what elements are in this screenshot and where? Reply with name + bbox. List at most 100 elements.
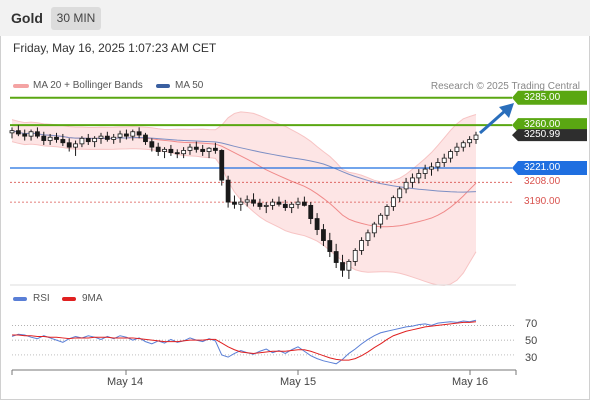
candle-body (200, 148, 206, 152)
candle-body (289, 203, 295, 208)
candle-body (124, 133, 129, 137)
candle-body (136, 131, 142, 136)
level-box-last-price (512, 129, 587, 142)
rsi-legend-label: RSI (33, 293, 50, 304)
candle-body (206, 147, 212, 152)
candle-body (174, 152, 180, 155)
candle-body (359, 240, 364, 251)
candle-body (333, 251, 339, 263)
level-box-3221.00 (512, 161, 587, 176)
candle-body (422, 168, 428, 174)
candle-body (238, 201, 244, 205)
candle-body (244, 199, 250, 203)
candle-body (225, 179, 231, 203)
candle-body (104, 135, 110, 140)
candle-body (448, 151, 453, 159)
candle-body (441, 157, 447, 163)
level-label-3190: 3190.00 (524, 196, 561, 208)
rsi-tick-50: 50 (525, 335, 538, 347)
chart-datetime: Friday, May 16, 2025 1:07:23 AM CET (13, 41, 217, 55)
x-tick-may16: May 16 (452, 376, 489, 388)
candle-body (219, 150, 225, 181)
candle-body (212, 147, 218, 151)
candle-body (193, 146, 199, 150)
bollinger-lower-line (11, 141, 477, 286)
candle-body (454, 146, 460, 152)
candle-body (66, 142, 72, 148)
bollinger-upper-line (11, 111, 477, 183)
candle-body (340, 262, 345, 271)
level-label-3260: 3260.00 (524, 119, 561, 131)
candle-body (251, 199, 256, 204)
candle-body (22, 133, 28, 137)
candle-body (232, 201, 237, 205)
ma50-legend-swatch (156, 84, 170, 88)
candle-body (130, 131, 136, 137)
candle-body (85, 137, 91, 143)
candle-body (410, 177, 415, 183)
candle-body (187, 146, 193, 151)
candle-body (155, 146, 161, 152)
level-label-3221: 3221.00 (524, 162, 561, 174)
candle-body (92, 137, 98, 143)
bollinger-legend-label: MA 20 + Bollinger Bands (33, 80, 143, 91)
level-label-3208: 3208.00 (524, 176, 561, 188)
candle-body (416, 173, 422, 179)
candle-body (263, 204, 269, 207)
candle-body (467, 139, 473, 144)
candle-body (308, 204, 314, 219)
level-box-3260.00 (512, 118, 587, 133)
candle-body (327, 240, 333, 252)
candle-body (168, 148, 174, 154)
forecast-arrow-head (499, 103, 514, 119)
candle-body (111, 136, 117, 140)
candle-body (314, 218, 320, 230)
rsi-tick-30: 30 (525, 352, 538, 364)
level-label-last-price: 3250.99 (524, 129, 561, 141)
candle-body (346, 261, 352, 271)
rsi-legend-swatch (13, 297, 27, 301)
bollinger-legend-swatch (13, 84, 29, 88)
candle-body (435, 162, 441, 168)
candle-body (460, 142, 466, 148)
candle-body (301, 201, 307, 206)
candle-body (378, 214, 384, 225)
rsi-ma-line (12, 321, 477, 361)
candle-body (384, 206, 390, 216)
forecast-arrow-shaft (479, 108, 507, 135)
candle-body (295, 201, 301, 205)
candle-body (79, 137, 85, 145)
candle-body (149, 141, 155, 148)
candle-body (47, 136, 53, 141)
instrument-title: Gold (11, 10, 43, 26)
candle-body (397, 188, 403, 199)
candle-body (473, 134, 479, 140)
candle-body (365, 232, 371, 241)
candle-body (270, 201, 276, 206)
candle-body (143, 134, 148, 143)
rsi-line (11, 319, 477, 365)
candle-body (35, 131, 40, 137)
chart-header: Gold 30 MIN (0, 0, 590, 36)
level-label-3285: 3285.00 (524, 91, 561, 103)
candle-body (98, 135, 104, 139)
x-tick-may14: May 14 (107, 376, 144, 388)
candle-body (9, 130, 15, 134)
candle-body (117, 133, 123, 138)
candle-body (390, 197, 396, 207)
level-box-3285.00 (512, 90, 587, 105)
attribution-text: Research © 2025 Trading Central (430, 81, 580, 92)
candle-body (60, 139, 66, 144)
candle-body (162, 148, 167, 152)
candle-body (352, 250, 358, 262)
candle-body (321, 229, 326, 241)
candle-body (15, 130, 21, 135)
candle-body (371, 223, 377, 234)
candle-body (282, 203, 288, 208)
candle-body (181, 150, 187, 155)
timeframe-badge[interactable]: 30 MIN (51, 7, 101, 30)
x-tick-may15: May 15 (280, 376, 317, 388)
rsi-ma-legend-swatch (62, 297, 76, 301)
candle-body (276, 201, 282, 205)
